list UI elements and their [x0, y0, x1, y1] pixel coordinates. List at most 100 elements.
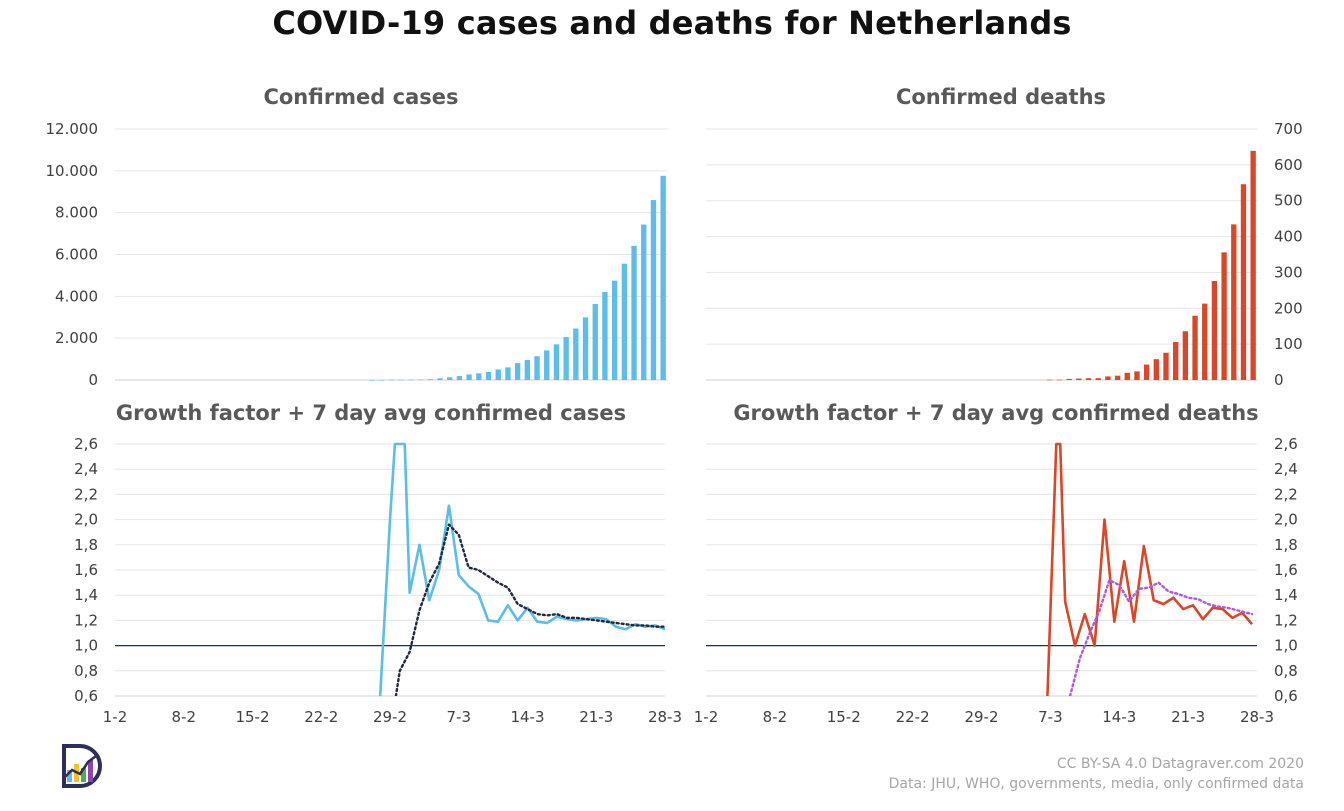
growth-deaths-y-tick-label: 1,4 — [1274, 586, 1298, 604]
growth-cases-x-tick-label: 28-3 — [648, 708, 682, 726]
cases-bar — [485, 372, 492, 380]
cases-bar — [417, 379, 424, 381]
growth-deaths-x-tick-label: 1-2 — [694, 708, 719, 726]
cases-bar — [621, 263, 628, 380]
deaths-y-tick-label: 500 — [1274, 192, 1303, 210]
cases-y-tick-label: 4.000 — [55, 287, 98, 305]
datagraver-logo — [62, 744, 102, 788]
cases-bar — [408, 379, 414, 381]
growth-cases-line-chart: 0,6 0,8 1,0 1,2 1,4 1,6 1,8 2,0 2,2 2,4 2,6 1-2 8-2 1… — [74, 435, 682, 726]
growth-deaths-x-tick-label: 7-3 — [1038, 708, 1063, 726]
growth-cases-x-tick-label: 14-3 — [510, 708, 544, 726]
growth-cases-growth-line — [378, 442, 665, 696]
cases-bar — [456, 376, 463, 380]
growth-cases-x-tick-label: 1-2 — [103, 708, 128, 726]
cases-bar — [427, 379, 433, 380]
deaths-bar — [1192, 315, 1198, 380]
cases-bar — [398, 379, 404, 381]
growth-cases-x-tick-label: 8-2 — [172, 708, 197, 726]
growth-cases-y-tick-label: 1,2 — [74, 611, 98, 629]
cases-bar — [524, 359, 530, 380]
growth-cases-x-tick-label: 21-3 — [579, 708, 613, 726]
deaths-y-tick-label: 600 — [1274, 156, 1303, 174]
deaths-bar — [1134, 371, 1140, 380]
growth-deaths-x-tick-label: 22-2 — [896, 708, 930, 726]
deaths-bar — [1221, 252, 1227, 380]
growth-deaths-growth-line — [1046, 442, 1254, 696]
cases-bar — [641, 224, 647, 380]
cases-bar — [650, 200, 657, 380]
cases-bar — [476, 373, 482, 380]
cases-bar — [534, 356, 540, 380]
chart-title-growth-cases: Growth factor + 7 day avg confirmed case… — [116, 401, 626, 425]
deaths-bar — [1202, 303, 1208, 380]
cases-bar — [563, 337, 569, 380]
deaths-bar — [1182, 331, 1189, 380]
deaths-bar — [1056, 379, 1063, 381]
deaths-bar — [1047, 379, 1053, 381]
growth-cases-y-tick-label: 2,0 — [74, 511, 98, 529]
deaths-bar — [1231, 224, 1237, 380]
deaths-y-tick-label: 300 — [1274, 263, 1303, 281]
cases-bar — [602, 292, 608, 380]
cases-bar — [466, 374, 472, 380]
growth-cases-y-tick-label: 1,8 — [74, 536, 98, 554]
deaths-bar — [1163, 352, 1169, 380]
deaths-bar-chart: 0 100 200 300 400 500 600 700 — [706, 120, 1303, 389]
cases-bar-chart: 0 2.000 4.000 6.000 8.000 10.000 12.000 — [46, 120, 668, 389]
growth-deaths-avg-line — [1068, 578, 1254, 696]
growth-deaths-y-tick-label: 1,8 — [1274, 536, 1298, 554]
cases-bar — [660, 175, 666, 380]
growth-deaths-y-tick-label: 1,6 — [1274, 561, 1298, 579]
cases-y-tick-label: 0 — [88, 371, 98, 389]
growth-deaths-x-tick-label: 14-3 — [1102, 708, 1136, 726]
growth-deaths-y-tick-label: 2,4 — [1274, 460, 1298, 478]
deaths-y-tick-label: 400 — [1274, 228, 1303, 246]
credit-sources: Data: JHU, WHO, governments, media, only… — [888, 776, 1304, 792]
page-title: COVID-19 cases and deaths for Netherland… — [272, 4, 1072, 42]
cases-bar — [553, 344, 560, 380]
cases-bar — [611, 280, 618, 380]
growth-cases-y-tick-label: 0,6 — [74, 687, 98, 705]
growth-cases-y-tick-label: 1,4 — [74, 586, 98, 604]
deaths-y-tick-label: 200 — [1274, 299, 1303, 317]
cases-bar — [437, 378, 443, 380]
growth-cases-y-tick-label: 1,6 — [74, 561, 98, 579]
growth-deaths-x-tick-label: 15-2 — [827, 708, 861, 726]
deaths-bar — [1211, 281, 1218, 380]
growth-cases-y-tick-label: 2,2 — [74, 485, 98, 503]
deaths-bar — [1153, 359, 1159, 380]
growth-cases-y-tick-label: 2,6 — [74, 435, 98, 453]
credit-license: CC BY-SA 4.0 Datagraver.com 2020 — [1056, 756, 1304, 772]
chart-title-growth-deaths: Growth factor + 7 day avg confirmed deat… — [733, 401, 1258, 425]
cases-y-tick-label: 6.000 — [55, 246, 98, 264]
growth-deaths-x-tick-label: 28-3 — [1240, 708, 1274, 726]
growth-deaths-y-tick-label: 0,6 — [1274, 687, 1298, 705]
growth-cases-avg-line — [394, 523, 665, 696]
growth-deaths-x-tick-label: 29-2 — [964, 708, 998, 726]
cases-bar — [447, 377, 453, 380]
deaths-bar — [1066, 378, 1072, 380]
deaths-bar — [1076, 378, 1082, 380]
growth-deaths-line-chart: 0,6 0,8 1,0 1,2 1,4 1,6 1,8 2,0 2,2 2,4 2,6 1-2 8-2 1… — [694, 435, 1298, 726]
cases-bar — [573, 328, 579, 380]
cases-bar — [582, 317, 589, 380]
growth-cases-y-tick-label: 0,8 — [74, 662, 98, 680]
growth-deaths-x-tick-label: 8-2 — [763, 708, 788, 726]
cases-bar — [544, 350, 550, 380]
chart-title-deaths: Confirmed deaths — [896, 85, 1106, 109]
cases-y-tick-label: 12.000 — [46, 120, 99, 138]
deaths-bar — [1105, 376, 1111, 380]
cases-bar — [592, 304, 598, 380]
chart-title-cases: Confirmed cases — [263, 85, 458, 109]
cases-y-tick-label: 8.000 — [55, 204, 98, 222]
deaths-bar — [1085, 378, 1092, 380]
growth-cases-x-tick-label: 29-2 — [373, 708, 407, 726]
growth-deaths-y-tick-label: 2,0 — [1274, 511, 1298, 529]
growth-deaths-y-tick-label: 0,8 — [1274, 662, 1298, 680]
growth-cases-y-tick-label: 1,0 — [74, 637, 98, 655]
growth-deaths-y-tick-label: 2,6 — [1274, 435, 1298, 453]
cases-bar — [514, 363, 521, 380]
cases-bar — [388, 379, 395, 381]
cases-bar — [505, 367, 511, 380]
